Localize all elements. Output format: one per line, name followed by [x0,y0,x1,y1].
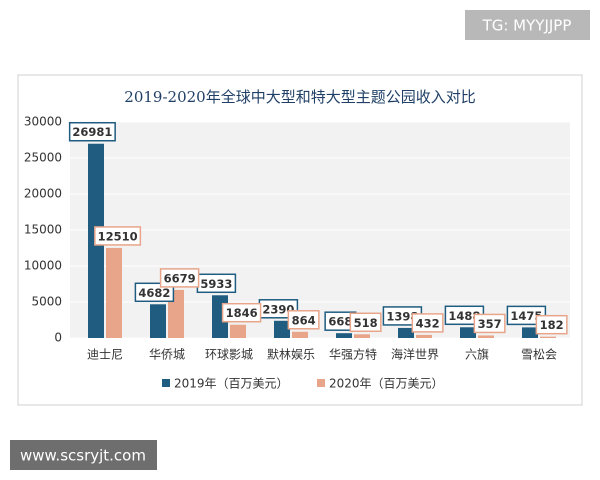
value-label-box [94,226,142,246]
legend-label: 2020年（百万美元） [329,377,444,391]
bar [106,247,122,338]
bar [478,335,494,338]
bar [230,324,246,338]
y-tick-label: 5000 [31,295,62,309]
value-label-box [411,313,444,333]
value-label: 1846 [226,306,258,320]
value-label: 5933 [200,277,232,291]
y-tick-label: 15000 [24,223,62,237]
bar [150,304,166,338]
value-label-box [221,302,262,323]
legend-swatch [162,379,170,387]
value-label: 4682 [138,286,170,300]
watermark: www.scsryjt.com [20,447,146,465]
x-tick-label: 环球影城 [205,348,253,362]
y-tick-label: 30000 [24,115,62,129]
bar [416,334,432,338]
value-label-box [349,312,382,333]
bar [292,331,308,338]
x-tick-label: 雪松会 [521,348,557,362]
value-label-box [473,313,506,334]
bar [336,333,352,338]
y-tick-label: 25000 [24,151,62,165]
value-label-box [134,282,175,303]
value-label-box [535,314,568,335]
watermark-box [465,10,590,40]
bar [354,334,370,338]
value-label: 357 [478,317,502,331]
x-tick-label: 六旗 [465,347,489,362]
x-tick-label: 华强方特 [329,347,377,362]
bar [274,320,290,338]
value-label: 2390 [262,302,294,316]
value-label: 432 [416,316,440,330]
x-tick-label: 华侨城 [149,348,185,362]
value-label: 864 [292,313,316,327]
value-label: 182 [540,318,564,332]
bar [460,327,476,338]
y-tick-label: 20000 [24,187,62,201]
value-label-box [287,310,320,330]
x-tick-label: 默林娱乐 [267,347,315,362]
value-label: 6679 [164,271,196,285]
x-tick-label: 迪士尼 [87,348,123,362]
y-tick-label: 10000 [24,259,62,273]
value-label: 26981 [72,125,112,139]
legend-label: 2019年（百万美元） [174,377,289,391]
bar [522,327,538,338]
value-label: 518 [354,316,378,330]
bar [398,327,414,338]
watermark-box [10,440,157,470]
y-tick-label: 0 [54,331,62,345]
value-label-box [68,121,116,142]
value-label: 12510 [98,229,138,243]
value-label: 1398 [386,309,418,323]
watermark: TG: MYYJJPP [482,17,572,35]
value-label-box [159,268,200,288]
value-label: 668 [328,315,352,329]
value-label: 1475 [510,309,542,323]
value-label: 1488 [448,309,480,323]
chart-title: 2019-2020年全球中大型和特大型主题公园收入对比 [124,88,475,106]
x-tick-label: 海洋世界 [391,347,439,362]
bar [540,336,556,338]
legend-swatch [317,379,325,387]
